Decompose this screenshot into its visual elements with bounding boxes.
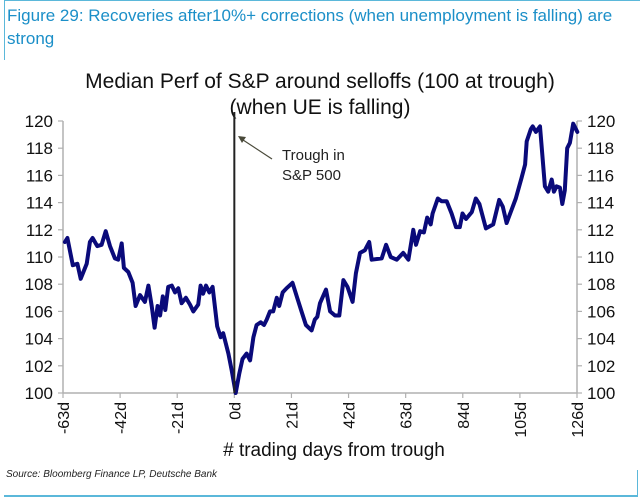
chart-subtitle: (when UE is falling)	[229, 96, 411, 119]
x-tick-label: -42d	[113, 402, 130, 434]
y-tick-label-right: 120	[587, 112, 615, 131]
y-tick-label-left: 102	[25, 357, 53, 376]
x-tick-label: 126d	[570, 402, 587, 438]
y-tick-label-left: 104	[25, 330, 53, 349]
y-tick-label-left: 112	[26, 221, 53, 240]
x-tick-label: 42d	[342, 402, 359, 429]
figure-frame-bottom	[4, 495, 637, 497]
figure-title: Figure 29: Recoveries after10%+ correcti…	[7, 6, 613, 48]
annotation-text-line1: Trough in	[282, 147, 345, 164]
y-tick-label-right: 110	[587, 248, 614, 267]
x-tick-label: 84d	[456, 402, 473, 429]
annotation-arrow-shaft	[239, 137, 273, 160]
annotation-text-line2: S&P 500	[282, 167, 341, 184]
figure-frame-top	[4, 0, 640, 1]
y-tick-label-right: 112	[587, 221, 614, 240]
y-tick-label-right: 118	[587, 139, 614, 158]
y-tick-label-right: 102	[587, 357, 615, 376]
x-axis-title: # trading days from trough	[223, 440, 445, 461]
y-tick-label-left: 100	[25, 384, 53, 403]
y-tick-label-right: 100	[587, 384, 615, 403]
x-tick-label: -63d	[56, 402, 73, 434]
y-tick-label-right: 104	[587, 330, 615, 349]
x-tick-label: 63d	[399, 402, 416, 429]
y-tick-label-left: 116	[26, 166, 53, 185]
y-tick-label-right: 116	[587, 166, 614, 185]
series-line	[62, 121, 580, 395]
x-tick-label: -21d	[170, 402, 187, 434]
y-tick-label-left: 110	[26, 248, 53, 267]
annotation-arrow-head-icon	[238, 136, 246, 143]
y-tick-label-left: 120	[25, 112, 53, 131]
source-note: Source: Bloomberg Finance LP, Deutsche B…	[6, 469, 218, 480]
y-tick-label-left: 118	[26, 139, 53, 158]
y-tick-label-right: 106	[587, 302, 615, 321]
y-tick-label-left: 108	[25, 275, 53, 294]
y-tick-label-right: 114	[587, 194, 614, 213]
x-tick-label: 105d	[513, 402, 530, 438]
x-tick-label: 21d	[284, 402, 301, 429]
y-tick-label-left: 106	[25, 302, 53, 321]
y-tick-label-left: 114	[26, 194, 53, 213]
x-tick-label: 0d	[227, 402, 244, 420]
figure-frame-right	[637, 470, 638, 497]
chart-title: Median Perf of S&P around selloffs (100 …	[85, 70, 555, 93]
figure-frame-left	[4, 0, 5, 60]
y-tick-label-right: 108	[587, 275, 615, 294]
